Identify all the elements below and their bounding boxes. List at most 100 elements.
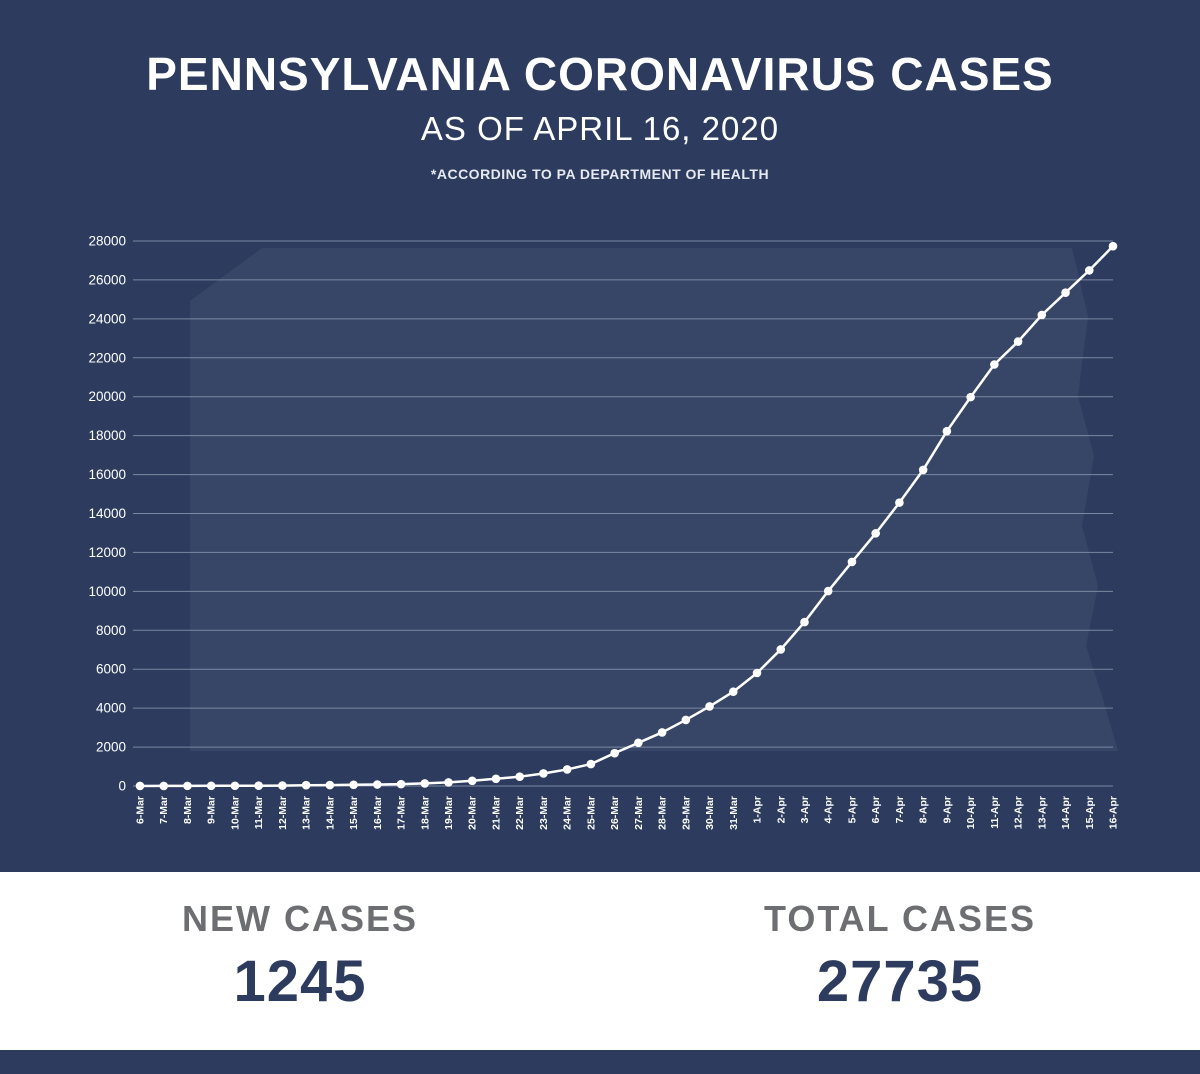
data-point	[990, 360, 999, 370]
y-tick-label: 8000	[96, 623, 126, 638]
y-tick-label: 16000	[88, 467, 126, 482]
x-tick-label: 25-Mar	[585, 796, 597, 830]
data-point	[1037, 310, 1047, 320]
y-tick-label: 4000	[96, 701, 126, 716]
x-tick-label: 18-Mar	[419, 796, 431, 830]
y-tick-label: 22000	[88, 351, 126, 366]
x-tick-label: 4-Apr	[823, 796, 835, 823]
x-tick-label: 29-Mar	[680, 796, 692, 830]
data-point	[349, 780, 358, 790]
x-tick-label: 5-Apr	[846, 796, 858, 823]
x-tick-label: 13-Mar	[301, 796, 313, 830]
x-tick-label: 3-Apr	[799, 796, 811, 823]
data-point	[895, 498, 904, 508]
data-point	[1108, 242, 1118, 251]
page-title: PENNSYLVANIA CORONAVIRUS CASES	[146, 48, 1054, 100]
y-tick-label: 28000	[88, 234, 126, 249]
data-point	[776, 645, 786, 655]
data-point	[539, 769, 548, 779]
new-cases-stat: NEW CASES 1245	[0, 872, 600, 1050]
data-point	[657, 728, 667, 738]
x-tick-label: 17-Mar	[396, 796, 408, 830]
total-cases-label: TOTAL CASES	[763, 898, 1037, 939]
x-tick-label: 16-Mar	[372, 796, 384, 830]
x-tick-label: 11-Apr	[989, 796, 1001, 829]
x-tick-label: 6-Mar	[135, 796, 147, 824]
y-tick-label: 26000	[88, 273, 126, 288]
new-cases-value: 1245	[233, 949, 367, 1014]
x-tick-label: 31-Mar	[728, 796, 740, 830]
data-point	[373, 780, 382, 790]
x-tick-label: 27-Mar	[633, 796, 645, 830]
data-point	[491, 774, 501, 784]
data-point	[396, 780, 406, 789]
data-point	[159, 781, 169, 791]
data-point	[966, 393, 975, 402]
data-point	[444, 778, 453, 787]
x-tick-label: 7-Mar	[158, 796, 170, 824]
page-subtitle: AS OF APRIL 16, 2020	[420, 110, 780, 148]
x-tick-label: 15-Apr	[1084, 796, 1096, 829]
data-point	[942, 427, 952, 436]
bottom-accent-bar	[0, 1050, 1200, 1074]
y-tick-label: 20000	[88, 390, 126, 405]
y-tick-label: 14000	[88, 506, 126, 521]
y-tick-label: 2000	[96, 740, 126, 755]
data-point	[254, 781, 263, 791]
pennsylvania-silhouette-watermark	[190, 248, 1118, 752]
x-tick-label: 19-Mar	[443, 796, 455, 830]
x-tick-label: 22-Mar	[514, 796, 526, 830]
y-tick-label: 24000	[88, 312, 126, 327]
data-point	[728, 687, 738, 697]
total-cases-value: 27735	[816, 949, 984, 1014]
x-tick-label: 9-Apr	[941, 796, 953, 823]
data-point	[420, 779, 430, 789]
data-point	[681, 715, 691, 725]
y-tick-label: 0	[118, 779, 126, 794]
chart-panel: PENNSYLVANIA CORONAVIRUS CASES AS OF APR…	[0, 0, 1200, 872]
data-point	[467, 776, 477, 786]
x-tick-label: 7-Apr	[894, 796, 906, 823]
x-tick-label: 15-Mar	[348, 796, 360, 830]
x-tick-label: 6-Apr	[870, 796, 882, 823]
new-cases-label: NEW CASES	[181, 898, 419, 939]
x-tick-label: 11-Mar	[253, 796, 265, 829]
x-tick-label: 2-Apr	[775, 796, 787, 823]
x-tick-label: 30-Mar	[704, 796, 716, 830]
data-point	[1013, 337, 1023, 347]
y-tick-label: 6000	[96, 662, 126, 677]
x-tick-label: 8-Apr	[918, 796, 930, 823]
x-tick-label: 10-Mar	[229, 796, 241, 830]
data-point	[634, 738, 643, 748]
y-tick-label: 18000	[88, 428, 126, 443]
data-point	[325, 781, 335, 790]
data-point	[562, 765, 572, 775]
x-tick-label: 13-Apr	[1036, 796, 1048, 829]
data-point	[800, 618, 809, 627]
x-tick-label: 12-Mar	[277, 796, 289, 830]
y-tick-label: 10000	[88, 584, 126, 599]
cases-line-chart: 0 2000 4000 6000 8000 10000 12000 14000 16000 180…	[88, 234, 1120, 830]
x-tick-label: 1-Apr	[752, 796, 764, 823]
x-tick-label: 12-Apr	[1013, 796, 1025, 829]
data-point	[1061, 288, 1070, 298]
data-point	[847, 557, 857, 567]
data-point	[301, 781, 311, 790]
x-tick-label: 14-Mar	[324, 796, 336, 830]
data-point	[586, 760, 596, 769]
data-point	[515, 772, 525, 782]
source-note: *ACCORDING TO PA DEPARTMENT OF HEALTH	[430, 166, 770, 183]
data-point	[610, 749, 619, 758]
x-tick-label: 16-Apr	[1108, 796, 1120, 829]
x-tick-label: 23-Mar	[538, 796, 550, 830]
data-point	[752, 669, 762, 678]
x-tick-label: 28-Mar	[657, 796, 669, 830]
data-point	[183, 781, 192, 791]
stats-bar: NEW CASES 1245 TOTAL CASES 27735	[0, 872, 1200, 1050]
data-point	[823, 587, 833, 596]
y-tick-label: 12000	[88, 545, 126, 560]
data-point	[278, 781, 287, 791]
x-tick-label: 24-Mar	[562, 796, 574, 830]
data-point	[206, 781, 216, 791]
data-point	[705, 702, 714, 712]
